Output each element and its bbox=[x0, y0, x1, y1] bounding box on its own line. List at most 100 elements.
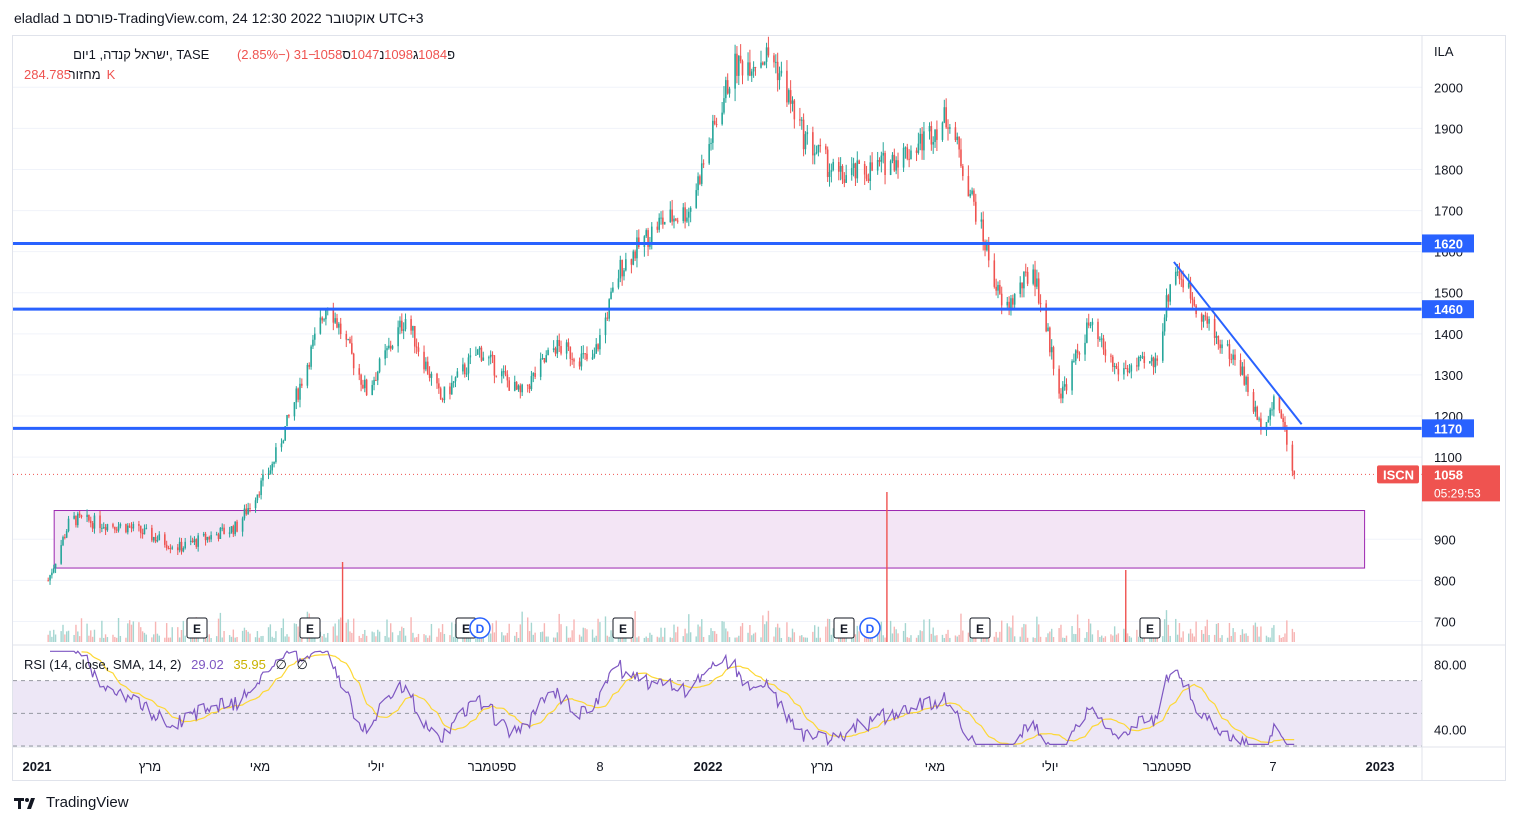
volume-bar bbox=[547, 636, 549, 642]
candle bbox=[987, 236, 990, 268]
candle bbox=[676, 217, 679, 224]
candle bbox=[215, 531, 218, 536]
candle bbox=[865, 165, 868, 182]
volume-bar bbox=[902, 630, 905, 642]
volume-bar bbox=[645, 636, 647, 642]
volume-bar bbox=[684, 628, 686, 642]
candle bbox=[426, 356, 429, 376]
candle bbox=[802, 113, 805, 157]
volume-spike-1 bbox=[886, 492, 888, 642]
candle bbox=[428, 366, 431, 382]
volume-bar bbox=[1012, 615, 1014, 642]
volume-bar bbox=[1228, 622, 1231, 642]
volume-bar bbox=[591, 629, 594, 642]
candle bbox=[999, 280, 1001, 295]
candle bbox=[650, 222, 653, 250]
candle bbox=[789, 80, 792, 114]
candle bbox=[295, 386, 298, 410]
volume-bar bbox=[365, 635, 368, 642]
candle bbox=[619, 255, 622, 283]
volume-bar bbox=[634, 611, 636, 642]
volume-bar bbox=[969, 637, 971, 642]
candle bbox=[169, 544, 172, 554]
volume-bar bbox=[1112, 635, 1114, 642]
volume-bar bbox=[417, 633, 420, 642]
candle bbox=[310, 344, 312, 370]
volume-bar bbox=[221, 637, 223, 642]
svg-text:D: D bbox=[866, 622, 875, 636]
volume-bar bbox=[219, 612, 222, 642]
candle bbox=[1062, 381, 1064, 404]
volume-bar bbox=[169, 637, 172, 642]
candle bbox=[880, 151, 883, 173]
volume-bar bbox=[882, 635, 884, 642]
volume-spike-0 bbox=[341, 562, 344, 642]
volume-bar bbox=[184, 635, 186, 642]
candle bbox=[1091, 318, 1094, 332]
volume-bar bbox=[858, 631, 860, 642]
candle bbox=[128, 523, 131, 528]
candle bbox=[856, 151, 859, 183]
candle bbox=[713, 115, 716, 126]
volume-bar bbox=[375, 636, 377, 642]
volume-bar bbox=[515, 632, 518, 642]
volume-bar bbox=[362, 633, 364, 642]
candle bbox=[884, 150, 886, 185]
candle bbox=[852, 157, 855, 177]
volume-bar bbox=[1126, 633, 1129, 642]
candle bbox=[49, 574, 51, 585]
volume-bar bbox=[143, 632, 146, 642]
volume-bar bbox=[180, 630, 183, 642]
volume-bar bbox=[1084, 637, 1086, 642]
volume-bar bbox=[1230, 635, 1232, 642]
volume-bar bbox=[1239, 634, 1242, 642]
volume-bar bbox=[632, 637, 634, 642]
volume-bar bbox=[799, 635, 801, 642]
candle bbox=[806, 125, 809, 145]
candle bbox=[1239, 353, 1242, 377]
candle bbox=[688, 207, 690, 227]
volume-bar bbox=[47, 634, 49, 642]
candle bbox=[1247, 373, 1249, 397]
candle bbox=[1071, 359, 1073, 395]
candle bbox=[726, 73, 729, 95]
candle bbox=[1013, 293, 1016, 309]
candle bbox=[569, 346, 572, 367]
volume-bar bbox=[125, 637, 127, 642]
volume-bar bbox=[1091, 634, 1094, 642]
candle bbox=[669, 201, 672, 223]
candle bbox=[365, 378, 368, 397]
volume-bar bbox=[897, 633, 899, 642]
candle bbox=[260, 477, 262, 500]
candle bbox=[1141, 351, 1144, 360]
volume-bar bbox=[425, 635, 427, 642]
volume-bar bbox=[610, 630, 612, 642]
trendline bbox=[1173, 261, 1303, 425]
volume-bar bbox=[1219, 637, 1221, 642]
volume-bar bbox=[390, 623, 392, 642]
candle bbox=[210, 531, 212, 543]
candle bbox=[1143, 351, 1146, 369]
candle bbox=[530, 370, 533, 391]
candle bbox=[282, 439, 285, 444]
candle bbox=[675, 218, 677, 222]
volume-bar bbox=[1117, 633, 1120, 642]
candle bbox=[488, 355, 490, 366]
candle bbox=[152, 536, 155, 543]
volume-bar bbox=[714, 631, 716, 642]
rsi-legend: RSI (14, close, SMA, 14, 2) 29.02 35.95 … bbox=[24, 657, 308, 672]
volume-bar bbox=[701, 619, 703, 642]
price-badges: 1620 1460 1170 ISCN 1058 05:29:53 bbox=[1377, 234, 1500, 502]
footer-brand[interactable]: TradingView bbox=[14, 794, 129, 811]
volume-bar bbox=[151, 637, 153, 642]
publish-info: eladlad פורסם ב-TradingView.com, 24 אוקט… bbox=[14, 10, 424, 26]
candle bbox=[545, 350, 548, 363]
candle bbox=[804, 131, 807, 155]
candle bbox=[325, 309, 327, 326]
volume-bar bbox=[130, 624, 133, 642]
candle bbox=[288, 414, 290, 419]
candle bbox=[684, 202, 686, 229]
candle bbox=[1058, 365, 1060, 399]
candle bbox=[249, 503, 251, 513]
